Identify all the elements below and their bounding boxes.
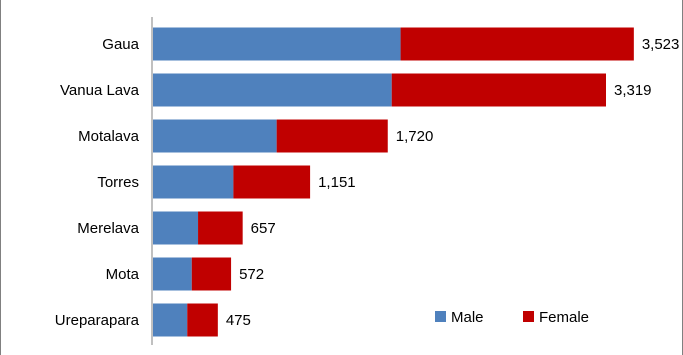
bar-female-merelava [198, 211, 243, 245]
legend-label-male: Male [451, 309, 484, 326]
legend-swatch-female [523, 311, 534, 322]
bar-female-gaua [400, 27, 634, 61]
bar-male-torres [153, 165, 234, 199]
bar-female-torres [233, 165, 311, 199]
bar-female-mota [191, 257, 232, 291]
category-label-merelava: Merelava [77, 220, 139, 237]
bar-female-vanua-lava [391, 73, 606, 107]
bar-male-gaua [153, 27, 401, 61]
data-label-total-mota: 572 [239, 266, 264, 283]
category-label-motalava: Motalava [78, 128, 140, 145]
data-label-total-motalava: 1,720 [396, 128, 434, 145]
data-label-total-torres: 1,151 [318, 174, 356, 191]
category-label-vanua-lava: Vanua Lava [60, 82, 140, 99]
legend-label-female: Female [539, 309, 589, 326]
bar-male-vanua-lava [153, 73, 392, 107]
data-label-total-vanua-lava: 3,319 [614, 82, 652, 99]
bar-male-ureparapara [153, 303, 188, 337]
category-label-torres: Torres [97, 174, 139, 191]
legend-swatch-male [435, 311, 446, 322]
category-label-mota: Mota [106, 266, 140, 283]
bar-female-ureparapara [187, 303, 218, 337]
data-label-total-ureparapara: 475 [226, 312, 251, 329]
bar-male-motalava [153, 119, 277, 153]
category-label-ureparapara: Ureparapara [55, 312, 140, 329]
category-label-gaua: Gaua [102, 36, 139, 53]
data-label-total-gaua: 3,523 [642, 36, 680, 53]
bar-male-mota [153, 257, 192, 291]
data-label-total-merelava: 657 [251, 220, 276, 237]
bar-female-motalava [276, 119, 388, 153]
bar-male-merelava [153, 211, 199, 245]
